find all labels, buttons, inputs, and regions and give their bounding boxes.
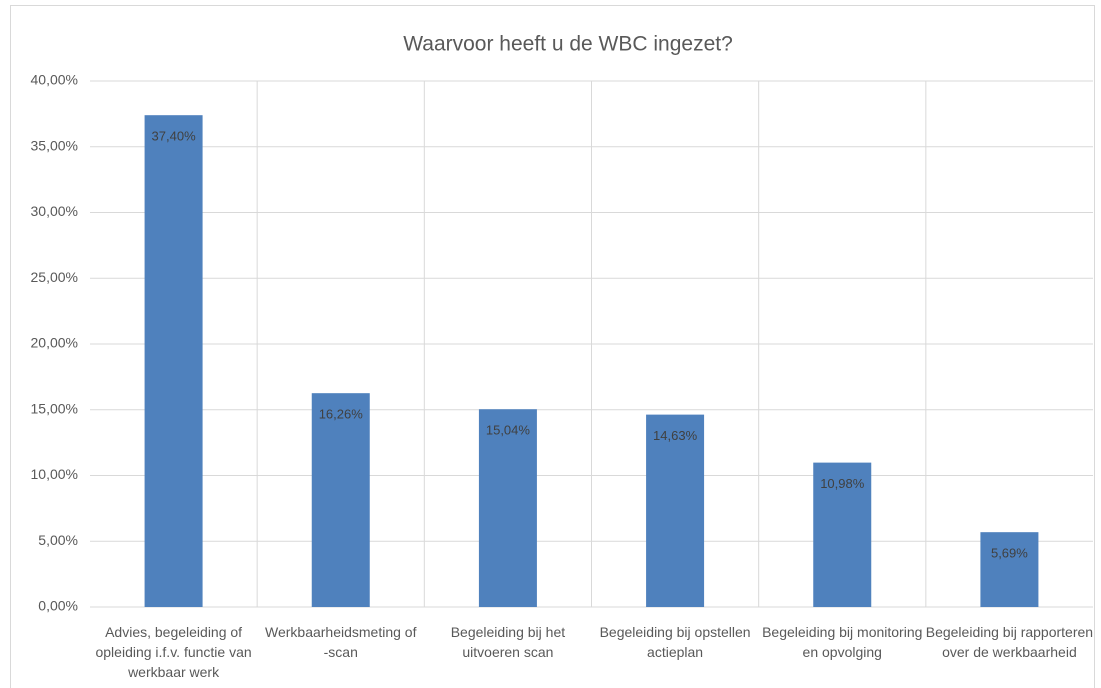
x-tick-label-line: -scan [324,644,358,660]
y-tick-label: 40,00% [31,72,78,88]
y-tick-label: 5,00% [38,532,78,548]
y-tick-label: 0,00% [38,598,78,614]
y-tick-label: 10,00% [31,466,78,482]
x-tick-label: Begeleiding bij rapporteren over de werkb… [926,624,1093,660]
y-tick-label: 25,00% [31,269,78,285]
y-tick-label: 20,00% [31,335,78,351]
x-tick-label-line: werkbaar werk [127,664,220,680]
data-label: 15,04% [486,423,531,438]
x-tick-label-line: over de werkbaarheid [942,644,1077,660]
x-tick-label-line: Advies, begeleiding of [105,624,242,640]
x-tick-label-line: en opvolging [803,644,882,660]
data-label: 5,69% [991,546,1028,561]
x-tick-label-line: actieplan [647,644,703,660]
bar [311,393,370,607]
y-tick-label: 35,00% [31,137,78,153]
data-label: 14,63% [653,428,698,443]
bar [478,409,537,607]
x-tick-label-line: Begeleiding bij opstellen [600,624,751,640]
x-tick-label: Werkbaarheidsmeting of -scan [265,624,417,660]
x-tick-label-line: Begeleiding bij monitoring [762,624,922,640]
bar [813,462,872,607]
data-label: 37,40% [152,129,197,144]
x-tick-label-line: Werkbaarheidsmeting of [265,624,417,640]
x-tick-label-line: opleiding i.f.v. functie van [95,644,251,660]
x-tick-label-line: Begeleiding bij het [451,624,566,640]
y-tick-label: 15,00% [31,400,78,416]
data-label: 16,26% [319,407,364,422]
bar [144,115,203,607]
x-tick-label: Begeleiding bij monitoring en opvolging [762,624,922,660]
x-tick-label: Begeleiding bij opstellen actieplan [600,624,751,660]
x-tick-label-line: Begeleiding bij rapporteren [926,624,1093,640]
x-tick-label: Begeleiding bij het uitvoeren scan [451,624,566,660]
data-label: 10,98% [820,476,865,491]
chart-title: Waarvoor heeft u de WBC ingezet? [403,33,733,56]
bar [646,414,705,607]
x-tick-label-line: uitvoeren scan [462,644,553,660]
y-tick-label: 30,00% [31,203,78,219]
bar [980,532,1039,607]
x-tick-label: Advies, begeleiding of opleiding i.f.v. f… [95,624,251,680]
